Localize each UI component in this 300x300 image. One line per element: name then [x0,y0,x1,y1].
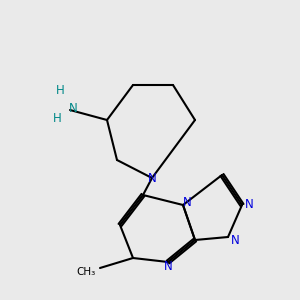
Text: N: N [244,199,253,212]
Text: N: N [148,172,156,184]
Text: H: H [56,83,64,97]
Text: H: H [52,112,62,124]
Text: N: N [164,260,172,272]
Text: N: N [183,196,191,208]
Text: N: N [69,101,77,115]
Text: CH₃: CH₃ [76,267,96,277]
Text: N: N [231,233,239,247]
